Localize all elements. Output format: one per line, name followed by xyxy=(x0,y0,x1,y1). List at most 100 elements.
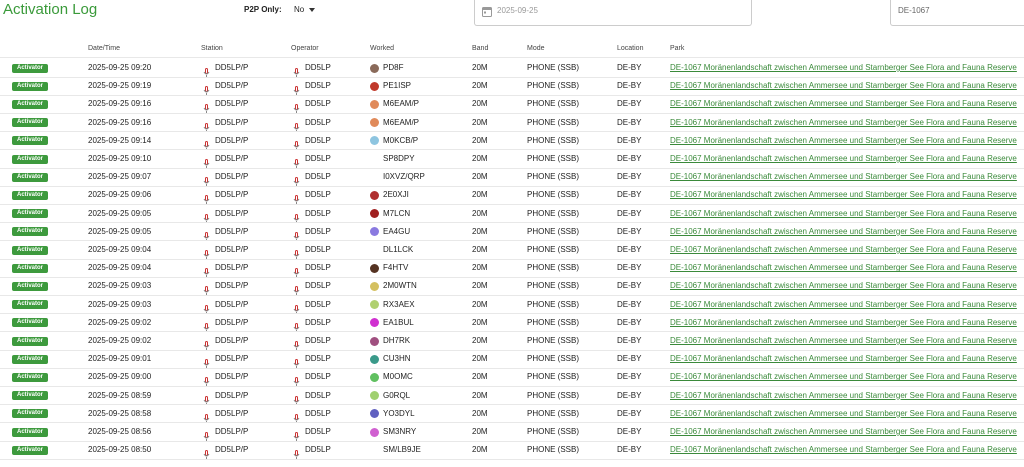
park[interactable]: DE-1067 Moränenlandschaft zwischen Ammer… xyxy=(670,154,1017,163)
station: DD5LP/P xyxy=(215,372,249,382)
row-divider xyxy=(0,185,1024,187)
park[interactable]: DE-1067 Moränenlandschaft zwischen Ammer… xyxy=(670,226,1017,236)
date-time: 2025-09-25 09:02 xyxy=(88,317,152,327)
operator: DD5LP xyxy=(305,154,331,163)
park[interactable]: DE-1067 Moränenlandschaft zwischen Ammer… xyxy=(670,427,1017,436)
station: DD5LP/P xyxy=(215,281,249,291)
operator: DD5LP xyxy=(305,408,331,418)
worked: PD8F xyxy=(383,63,404,72)
column-header: Operator xyxy=(291,45,319,52)
park[interactable]: DE-1067 Moränenlandschaft zwischen Ammer… xyxy=(670,317,1017,327)
role-badge: Activator xyxy=(12,227,48,237)
dropdown-caret[interactable] xyxy=(309,8,315,12)
user-icon xyxy=(293,373,300,387)
row-divider xyxy=(0,203,1024,205)
park[interactable]: DE-1067 Moränenlandschaft zwischen Ammer… xyxy=(670,208,1017,218)
role-badge: Activator xyxy=(12,281,48,291)
mode: PHONE (SSB) xyxy=(527,245,580,254)
park[interactable]: DE-1067 Moränenlandschaft zwischen Ammer… xyxy=(670,63,1017,72)
mode: PHONE (SSB) xyxy=(527,172,580,182)
p2p-select[interactable]: No xyxy=(294,5,305,14)
park[interactable]: DE-1067 Moränenlandschaft zwischen Ammer… xyxy=(670,99,1017,109)
user-icon xyxy=(203,355,210,369)
park[interactable]: DE-1067 Moränenlandschaft zwischen Ammer… xyxy=(670,245,1017,254)
station: DD5LP/P xyxy=(215,336,249,345)
location: DE-BY xyxy=(617,427,642,436)
user-icon xyxy=(203,319,210,332)
worked: M0OMC xyxy=(383,372,413,382)
date-time: 2025-09-25 09:04 xyxy=(88,263,152,273)
role-badge: Activator xyxy=(12,209,48,219)
role-badge: Activator xyxy=(12,391,48,401)
worked: M0KCB/P xyxy=(383,135,419,145)
user-icon xyxy=(293,155,300,168)
date-time: 2025-09-25 09:14 xyxy=(88,135,152,145)
worked: 2M0WTN xyxy=(383,281,417,291)
operator: DD5LP xyxy=(305,81,331,91)
worked-avatar xyxy=(370,81,379,91)
role-badge: Activator xyxy=(12,263,48,273)
park[interactable]: DE-1067 Moränenlandschaft zwischen Ammer… xyxy=(670,281,1017,291)
park[interactable]: DE-1067 Moränenlandschaft zwischen Ammer… xyxy=(670,354,1017,364)
date-time: 2025-09-25 08:56 xyxy=(88,427,152,436)
band: 20M xyxy=(472,354,488,364)
role-badge: Activator xyxy=(12,172,48,182)
band: 20M xyxy=(472,135,488,145)
band: 20M xyxy=(472,99,488,109)
band: 20M xyxy=(472,372,488,382)
band: 20M xyxy=(472,208,488,218)
worked-avatar xyxy=(370,209,379,219)
row-divider xyxy=(0,331,1024,333)
mode: PHONE (SSB) xyxy=(527,117,580,127)
park[interactable]: DE-1067 Moränenlandschaft zwischen Ammer… xyxy=(670,190,1017,200)
user-icon xyxy=(293,319,300,332)
worked: G0RQL xyxy=(383,390,411,400)
mode: PHONE (SSB) xyxy=(527,208,580,218)
user-icon xyxy=(293,173,300,187)
station: DD5LP/P xyxy=(215,117,249,127)
park[interactable]: DE-1067 Moränenlandschaft zwischen Ammer… xyxy=(670,81,1017,91)
date-input[interactable]: 2025-09-25 xyxy=(474,0,752,26)
date-time: 2025-09-25 09:01 xyxy=(88,354,152,364)
band: 20M xyxy=(472,226,488,236)
operator: DD5LP xyxy=(305,226,331,236)
park[interactable]: DE-1067 Moränenlandschaft zwischen Ammer… xyxy=(670,390,1017,400)
park[interactable]: DE-1067 Moränenlandschaft zwischen Ammer… xyxy=(670,408,1017,418)
park-filter-input[interactable]: DE-1067 xyxy=(890,0,1024,26)
user-icon xyxy=(293,82,300,96)
park[interactable]: DE-1067 Moränenlandschaft zwischen Ammer… xyxy=(670,445,1017,455)
mode: PHONE (SSB) xyxy=(527,99,580,109)
station: DD5LP/P xyxy=(215,427,249,436)
park[interactable]: DE-1067 Moränenlandschaft zwischen Ammer… xyxy=(670,172,1017,182)
user-icon xyxy=(203,446,210,460)
location: DE-BY xyxy=(617,336,642,345)
user-icon xyxy=(203,119,210,132)
park[interactable]: DE-1067 Moränenlandschaft zwischen Ammer… xyxy=(670,299,1017,309)
worked: 2E0XJI xyxy=(383,190,409,200)
park[interactable]: DE-1067 Moränenlandschaft zwischen Ammer… xyxy=(670,117,1017,127)
worked: SM/LB9JE xyxy=(383,445,421,455)
user-icon xyxy=(203,301,210,314)
operator: DD5LP xyxy=(305,445,331,455)
user-icon xyxy=(293,137,300,150)
worked-avatar xyxy=(370,409,379,419)
mode: PHONE (SSB) xyxy=(527,408,580,418)
operator: DD5LP xyxy=(305,63,331,72)
date-time: 2025-09-25 09:19 xyxy=(88,81,152,91)
station: DD5LP/P xyxy=(215,208,249,218)
operator: DD5LP xyxy=(305,172,331,182)
user-icon xyxy=(293,246,300,259)
role-badge: Activator xyxy=(12,354,48,364)
user-icon xyxy=(203,282,210,296)
park[interactable]: DE-1067 Moränenlandschaft zwischen Ammer… xyxy=(670,263,1017,273)
worked: DH7RK xyxy=(383,336,411,345)
station: DD5LP/P xyxy=(215,63,249,72)
park[interactable]: DE-1067 Moränenlandschaft zwischen Ammer… xyxy=(670,135,1017,145)
worked-avatar xyxy=(370,281,379,291)
park[interactable]: DE-1067 Moränenlandschaft zwischen Ammer… xyxy=(670,372,1017,382)
worked: M7LCN xyxy=(383,208,411,218)
date-time: 2025-09-25 09:05 xyxy=(88,208,152,218)
calendar-icon xyxy=(482,7,492,17)
park[interactable]: DE-1067 Moränenlandschaft zwischen Ammer… xyxy=(670,336,1017,345)
worked-avatar xyxy=(370,354,379,364)
